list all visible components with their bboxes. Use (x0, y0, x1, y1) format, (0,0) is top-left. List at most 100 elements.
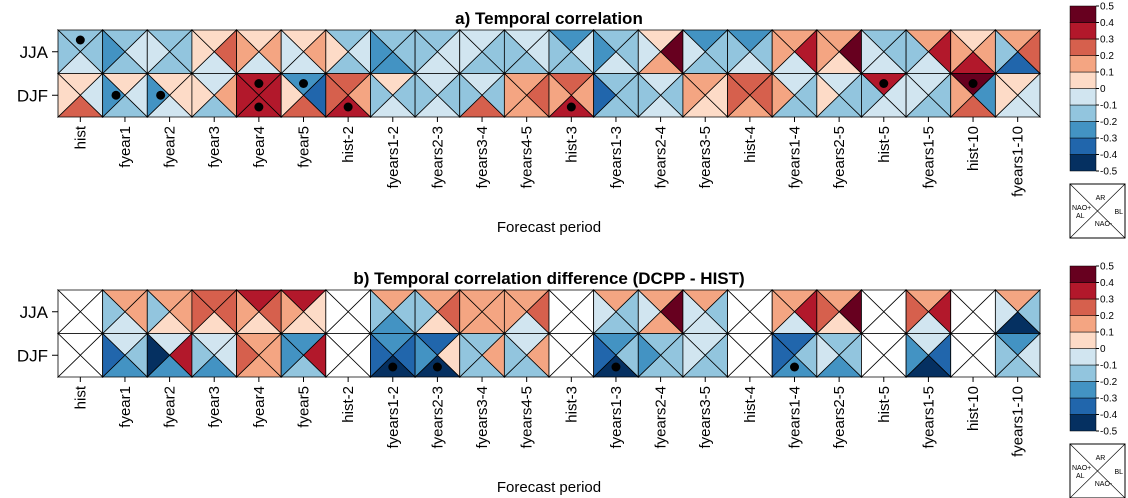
triangle (950, 72, 974, 118)
x-tick-label: fyear4 (251, 126, 268, 168)
legend-label: NAO- (1095, 221, 1113, 228)
triangle (236, 72, 260, 118)
triangle (146, 29, 171, 75)
triangle (503, 332, 528, 378)
legend-diag (1069, 443, 1126, 498)
x-tick-label: hist-10 (965, 386, 982, 431)
triangle (236, 332, 260, 378)
triangle (370, 289, 394, 335)
significance-dot (968, 79, 978, 89)
triangle (682, 332, 706, 378)
x-tick-label: hist-2 (340, 126, 357, 163)
x-tick-label: fyears1-4 (787, 126, 804, 189)
x-tick-label: hist (72, 385, 89, 409)
x-tick-label: fyear2 (162, 126, 179, 168)
x-tick-label: fyear1 (117, 386, 134, 428)
triangle (727, 29, 751, 75)
empty-triangle (548, 332, 572, 378)
x-tick-label: hist-4 (742, 386, 759, 423)
x-tick-label: fyear3 (206, 386, 223, 428)
triangle (994, 289, 1019, 335)
x-axis-label: Forecast period (497, 219, 601, 236)
triangle (548, 72, 572, 118)
colorbar-label: 0.5 (1100, 2, 1114, 13)
triangle (905, 332, 929, 378)
empty-triangle (950, 289, 974, 335)
legend-label: AR (1096, 455, 1106, 462)
triangle (994, 72, 1019, 118)
colorbar-label: -0.1 (1100, 361, 1118, 372)
triangle (771, 72, 796, 118)
triangle (503, 72, 528, 118)
panel-title: a) Temporal correlation (455, 9, 643, 28)
triangle (280, 289, 305, 335)
x-axis-label: Forecast period (497, 479, 601, 496)
x-tick-label: fyears2-5 (831, 126, 848, 189)
legend-diag (1069, 183, 1126, 239)
colorbar-label: 0.3 (1100, 295, 1114, 306)
significance-dot (388, 362, 398, 372)
x-tick-label: fyears1-5 (920, 126, 937, 189)
empty-triangle (57, 289, 81, 335)
x-tick-label: hist (72, 125, 89, 149)
colorbar-label: 0.4 (1100, 18, 1114, 29)
colorbar-label: -0.5 (1100, 167, 1118, 178)
triangle (816, 332, 840, 378)
x-tick-label: fyear1 (117, 126, 134, 168)
colorbar-label: -0.4 (1100, 410, 1118, 421)
x-tick-label: fyear4 (251, 386, 268, 428)
legend-label: AR (1096, 195, 1106, 202)
significance-dot (156, 90, 166, 100)
colorbar-swatch (1069, 282, 1097, 300)
triangle (414, 289, 438, 335)
triangle (414, 72, 438, 118)
triangle (682, 289, 706, 335)
triangle (861, 72, 885, 118)
triangle (102, 29, 126, 75)
x-tick-label: fyears2-4 (653, 126, 670, 189)
triangle (994, 29, 1019, 75)
legend-label: AL (1076, 213, 1085, 220)
triangle (191, 72, 215, 118)
triangle (459, 29, 483, 75)
triangle (637, 29, 662, 75)
triangle (370, 72, 394, 118)
triangle (414, 332, 438, 378)
significance-dot (611, 362, 621, 372)
colorbar-label: 0.4 (1100, 278, 1114, 289)
colorbar-label: -0.3 (1100, 394, 1118, 405)
panel-title: b) Temporal correlation difference (DCPP… (353, 269, 744, 288)
triangle (236, 29, 260, 75)
x-tick-label: fyears2-5 (831, 386, 848, 449)
triangle (637, 72, 662, 118)
x-tick-label: hist-5 (876, 126, 893, 163)
triangle (593, 29, 617, 75)
x-tick-label: fyears1-2 (385, 126, 402, 189)
legend-label: BL (1114, 209, 1123, 216)
significance-dot (432, 362, 442, 372)
triangle (146, 332, 171, 378)
triangle (637, 289, 662, 335)
triangle (905, 289, 929, 335)
colorbar-label: 0 (1100, 344, 1106, 355)
triangle (280, 332, 305, 378)
significance-dot (879, 79, 889, 89)
triangle (816, 72, 840, 118)
x-tick-label: fyears4-5 (519, 126, 536, 189)
empty-triangle (727, 332, 751, 378)
triangle (102, 332, 126, 378)
x-tick-label: fyear5 (296, 126, 313, 168)
triangle (325, 29, 349, 75)
empty-triangle (861, 332, 885, 378)
colorbar-swatch (1069, 381, 1097, 399)
x-tick-label: fyears1-10 (1010, 386, 1027, 457)
x-tick-label: hist-2 (340, 386, 357, 423)
significance-dot (254, 102, 264, 112)
legend-label: NAO+ (1072, 205, 1091, 212)
triangle (325, 72, 349, 118)
empty-triangle (950, 332, 974, 378)
triangle (414, 29, 438, 75)
colorbar-swatch (1069, 397, 1097, 415)
x-tick-label: fyears4-5 (519, 386, 536, 449)
